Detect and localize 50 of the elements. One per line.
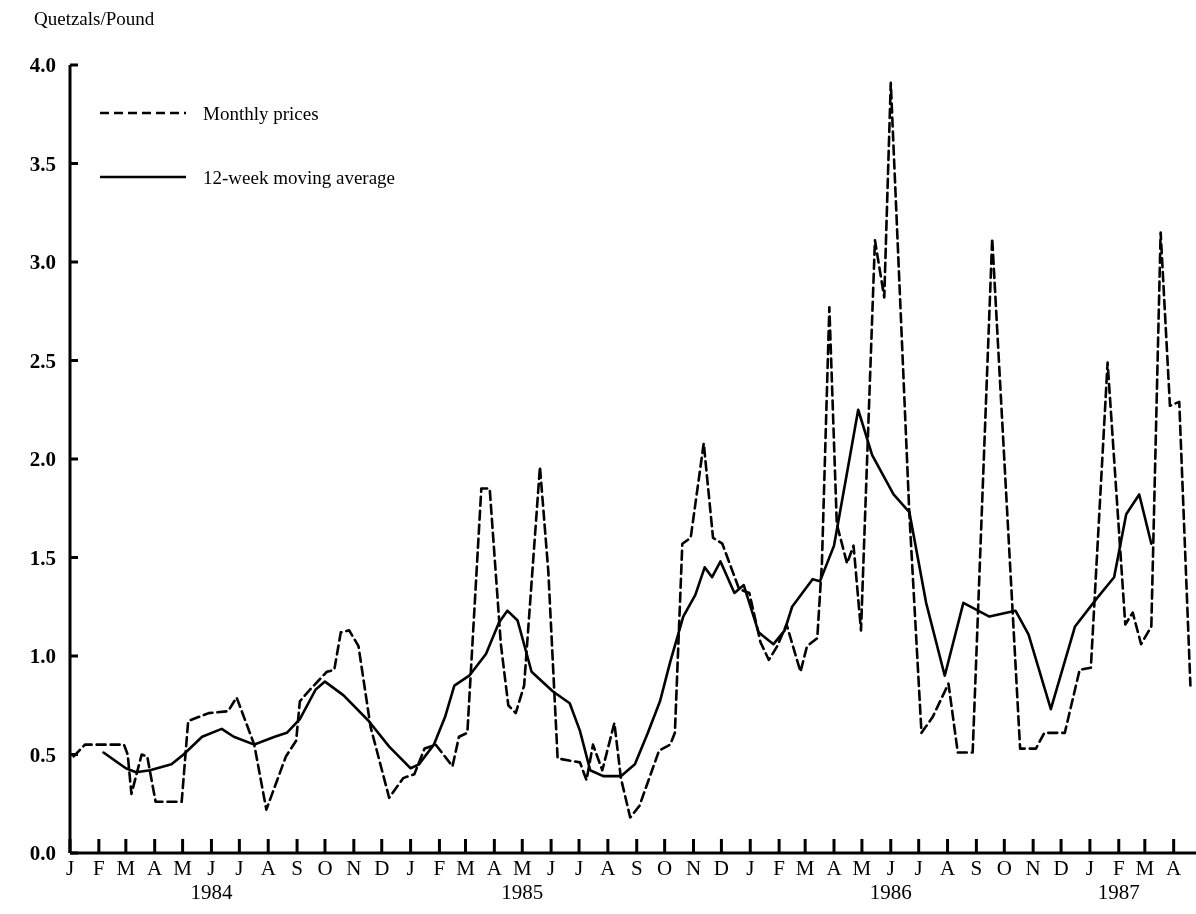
x-tick-label: S	[291, 856, 303, 880]
legend-label: Monthly prices	[203, 102, 319, 124]
x-tick-label: F	[93, 856, 105, 880]
x-tick-label: J	[547, 856, 556, 880]
x-tick-label: J	[1085, 856, 1095, 880]
x-tick-label: N	[1025, 856, 1041, 880]
y-tick-label: 0.5	[29, 742, 56, 767]
x-tick-label: M 1985	[501, 856, 544, 904]
y-tick-label: 4.0	[29, 53, 56, 78]
x-tick-label: D	[713, 856, 729, 880]
x-tick-label: A	[147, 856, 164, 880]
x-tick-label: F	[433, 856, 446, 880]
x-tick-label: O	[996, 856, 1012, 880]
x-tick-label: S	[630, 856, 643, 880]
x-tick-label: J	[746, 856, 755, 880]
x-tick-label: J	[235, 856, 244, 880]
y-tick-label: 1.5	[29, 545, 56, 570]
y-tick-label: 2.0	[29, 447, 56, 472]
x-tick-label: A	[1166, 856, 1183, 880]
x-tick-label: J 1984	[190, 856, 233, 904]
y-tick-label: 3.5	[29, 151, 56, 176]
x-tick-label: N	[346, 856, 362, 880]
y-tick-label: 2.5	[29, 348, 56, 373]
legend-label: 12-week moving average	[203, 166, 396, 188]
x-tick-label: F	[773, 856, 785, 880]
x-tick-label: A	[260, 856, 277, 880]
x-tick-label: M	[852, 856, 872, 880]
x-tick-label: O	[657, 856, 673, 880]
x-tick-label: M	[456, 856, 476, 880]
x-tick-label: J	[914, 856, 923, 880]
x-tick-label: A	[486, 856, 503, 880]
x-tick-label: O	[317, 856, 333, 880]
x-tick-label: J	[65, 856, 75, 880]
y-tick-label: 3.0	[29, 250, 56, 275]
y-tick-label: 0.0	[29, 841, 56, 866]
x-tick-label: D	[1053, 856, 1069, 880]
y-axis-title: Quetzals/Pound	[34, 8, 155, 29]
x-tick-label: M	[116, 856, 136, 880]
x-tick-label: S	[970, 856, 983, 880]
line-series	[102, 408, 1153, 778]
x-tick-label: A	[600, 856, 617, 880]
y-tick-label: 1.0	[29, 644, 56, 669]
x-tick-label: A	[826, 856, 843, 880]
x-tick-label: N	[685, 856, 702, 880]
x-tick-label: A	[939, 856, 956, 880]
x-tick-label: J	[406, 856, 415, 880]
x-tick-label: J	[574, 856, 584, 880]
x-tick-label: M	[173, 856, 193, 880]
x-tick-label: D	[374, 856, 390, 880]
x-tick-label: M	[795, 856, 815, 880]
